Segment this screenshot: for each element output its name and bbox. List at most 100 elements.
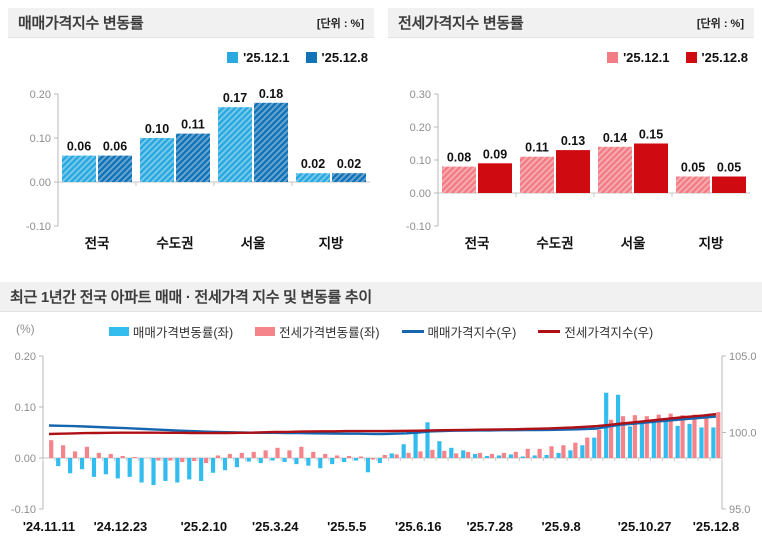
sales-panel-unit: [단위 : %] <box>316 17 364 30</box>
cat-label: 수도권 <box>536 236 573 251</box>
tick-label: 0.20 <box>410 122 431 134</box>
bar <box>218 107 252 182</box>
legend-label: '25.12.8 <box>701 49 748 65</box>
cat-label: 수도권 <box>156 236 193 251</box>
cat-label: 전국 <box>85 235 110 251</box>
xlab-label: '25.10.27 <box>618 519 672 534</box>
bar <box>176 133 210 182</box>
bar <box>598 146 632 193</box>
legend-item: '25.12.1 <box>607 49 670 65</box>
tick-label: 0.30 <box>410 89 431 101</box>
tick-label: 0.20 <box>15 351 36 363</box>
tick-label: 0.10 <box>15 402 36 414</box>
trend-chart-legend: 매매가격변동률(좌) 전세가격변동률(좌) 매매가격지수(우) 전세가격지수(우) <box>0 318 762 344</box>
tick-label: -0.10 <box>11 504 36 516</box>
val-label: 0.14 <box>603 131 627 145</box>
bar <box>520 156 554 193</box>
trend-section-header: 최근 1년간 전국 아파트 매매 · 전세가격 지수 및 변동률 추이 <box>0 282 762 312</box>
xlab-label: '25.7.28 <box>466 519 512 534</box>
legend-item: 매매가격변동률(좌) <box>108 322 234 341</box>
bar <box>634 143 668 193</box>
index-line <box>48 415 717 436</box>
legend-item: 전세가격변동률(좌) <box>255 322 380 341</box>
jeonse-chart-legend: '25.12.1 '25.12.8 <box>388 46 754 68</box>
jeonse-price-panel: 전세가격지수 변동률 [단위 : %] '25.12.1 '25.12.8 0.3… <box>388 8 754 254</box>
tick-label: 0.20 <box>30 89 51 101</box>
val-label: 0.06 <box>67 140 91 154</box>
legend-swatch-icon <box>685 51 697 63</box>
bar <box>556 150 590 193</box>
cat-label: 전국 <box>465 235 490 251</box>
bar <box>712 176 746 193</box>
tick-label: -0.10 <box>26 221 51 233</box>
legend-swatch-icon <box>305 51 317 63</box>
tick-label: 95.0 <box>729 504 750 516</box>
tick-label: 0.00 <box>30 177 51 189</box>
cat-label: 서울 <box>621 235 646 251</box>
legend-label: '25.12.1 <box>243 49 290 65</box>
xlab-label: '25.3.24 <box>252 519 299 534</box>
xlab-label: '25.9.8 <box>542 519 581 534</box>
tick-label: -0.10 <box>406 221 431 233</box>
legend-line-swatch-icon <box>401 329 424 333</box>
val-label: 0.02 <box>337 157 361 171</box>
legend-line-swatch-icon <box>538 329 561 333</box>
legend-item: '25.12.8 <box>685 49 748 65</box>
legend-item: '25.12.1 <box>227 49 290 65</box>
val-label: 0.13 <box>561 134 585 148</box>
val-label: 0.11 <box>181 118 205 132</box>
tick-label: 0.00 <box>15 453 36 465</box>
xlab-label: '24.11.11 <box>23 519 75 534</box>
legend-item: 매매가격지수(우) <box>401 322 517 341</box>
jeonse-bar-chart: 0.30 0.20 0.10 0.00 -0.10 0.08 0.09 전국 0.11 0.13 수… <box>406 89 750 251</box>
val-label: 0.15 <box>639 128 663 142</box>
val-label: 0.06 <box>103 140 127 154</box>
trend-combo-chart: 0.20 0.10 0.00 -0.10 105.0 100.0 95.0 '24.11.11… <box>11 351 757 534</box>
legend-bar-swatch-icon <box>108 326 129 336</box>
bar <box>140 138 174 182</box>
sales-price-panel: 매매가격지수 변동률 [단위 : %] '25.12.1 '25.12.8 0.2… <box>8 8 374 254</box>
val-label: 0.11 <box>525 141 549 155</box>
sales-bar-chart: 0.20 0.10 0.00 -0.10 0.06 0.06 전국 0.10 0.11 수도권 0.… <box>26 87 370 251</box>
bar <box>676 176 710 193</box>
cat-label: 지방 <box>699 235 724 251</box>
xlab-label: '24.12.23 <box>94 519 148 534</box>
index-line <box>48 412 717 436</box>
legend-label: 전세가격지수(우) <box>564 325 654 340</box>
xlab-label: '25.6.16 <box>395 519 441 534</box>
legend-label: 매매가격변동률(좌) <box>132 325 234 340</box>
trend-section: 최근 1년간 전국 아파트 매매 · 전세가격 지수 및 변동률 추이 (%) … <box>0 282 762 540</box>
legend-label: 매매가격지수(우) <box>427 325 517 340</box>
tick-label: 100.0 <box>729 428 757 440</box>
bar-series <box>49 412 721 464</box>
tick-label: 0.00 <box>410 188 431 200</box>
sales-chart-legend: '25.12.1 '25.12.8 <box>8 46 374 68</box>
bar <box>254 102 288 182</box>
jeonse-panel-title: 전세가격지수 변동률 <box>398 15 524 32</box>
tick-label: 0.10 <box>30 133 51 145</box>
val-label: 0.09 <box>483 147 507 161</box>
tick-label: 0.10 <box>410 155 431 167</box>
tick-label: 105.0 <box>729 351 757 363</box>
bar <box>442 166 476 193</box>
bar <box>98 155 132 182</box>
xlab-label: '25.12.8 <box>693 519 739 534</box>
sales-panel-title: 매매가격지수 변동률 <box>18 15 144 32</box>
val-label: 0.02 <box>301 157 325 171</box>
legend-label: '25.12.1 <box>623 49 670 65</box>
bar-series <box>56 392 716 486</box>
val-label: 0.18 <box>259 87 283 101</box>
jeonse-panel-header: 전세가격지수 변동률 [단위 : %] <box>388 8 754 38</box>
legend-label: '25.12.8 <box>321 49 368 65</box>
legend-item: '25.12.8 <box>305 49 368 65</box>
jeonse-panel-unit: [단위 : %] <box>696 17 744 30</box>
legend-item: 전세가격지수(우) <box>538 322 653 341</box>
top-charts-row: 매매가격지수 변동률 [단위 : %] '25.12.1 '25.12.8 0.2… <box>8 8 754 254</box>
val-label: 0.08 <box>447 151 471 165</box>
val-label: 0.17 <box>223 91 247 105</box>
bar <box>62 155 96 182</box>
legend-swatch-icon <box>227 51 239 63</box>
val-label: 0.10 <box>145 122 169 136</box>
left-axis-unit-label: (%) <box>16 322 35 336</box>
